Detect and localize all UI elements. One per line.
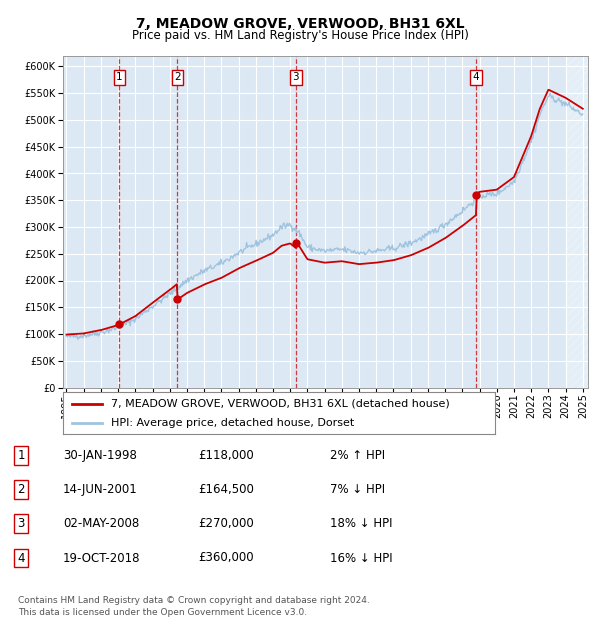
Text: 2: 2: [17, 484, 25, 496]
Text: 7% ↓ HPI: 7% ↓ HPI: [330, 484, 385, 496]
Text: 14-JUN-2001: 14-JUN-2001: [63, 484, 138, 496]
Bar: [566, 56, 588, 388]
Text: 2: 2: [174, 73, 181, 82]
Text: 02-MAY-2008: 02-MAY-2008: [63, 518, 139, 530]
Text: 2% ↑ HPI: 2% ↑ HPI: [330, 450, 385, 462]
Text: 16% ↓ HPI: 16% ↓ HPI: [330, 552, 392, 564]
Text: 7, MEADOW GROVE, VERWOOD, BH31 6XL (detached house): 7, MEADOW GROVE, VERWOOD, BH31 6XL (deta…: [110, 399, 449, 409]
Text: 1: 1: [17, 450, 25, 462]
Text: 30-JAN-1998: 30-JAN-1998: [63, 450, 137, 462]
Text: £118,000: £118,000: [198, 450, 254, 462]
Text: 4: 4: [473, 73, 479, 82]
Text: Contains HM Land Registry data © Crown copyright and database right 2024.
This d: Contains HM Land Registry data © Crown c…: [18, 596, 370, 617]
Text: £164,500: £164,500: [198, 484, 254, 496]
Text: 7, MEADOW GROVE, VERWOOD, BH31 6XL: 7, MEADOW GROVE, VERWOOD, BH31 6XL: [136, 17, 464, 32]
Text: HPI: Average price, detached house, Dorset: HPI: Average price, detached house, Dors…: [110, 418, 354, 428]
Text: £360,000: £360,000: [198, 552, 254, 564]
Text: 19-OCT-2018: 19-OCT-2018: [63, 552, 140, 564]
Text: 4: 4: [17, 552, 25, 564]
Text: 3: 3: [293, 73, 299, 82]
Text: £270,000: £270,000: [198, 518, 254, 530]
Text: 1: 1: [116, 73, 123, 82]
Text: 3: 3: [17, 518, 25, 530]
Text: 18% ↓ HPI: 18% ↓ HPI: [330, 518, 392, 530]
Text: Price paid vs. HM Land Registry's House Price Index (HPI): Price paid vs. HM Land Registry's House …: [131, 29, 469, 42]
